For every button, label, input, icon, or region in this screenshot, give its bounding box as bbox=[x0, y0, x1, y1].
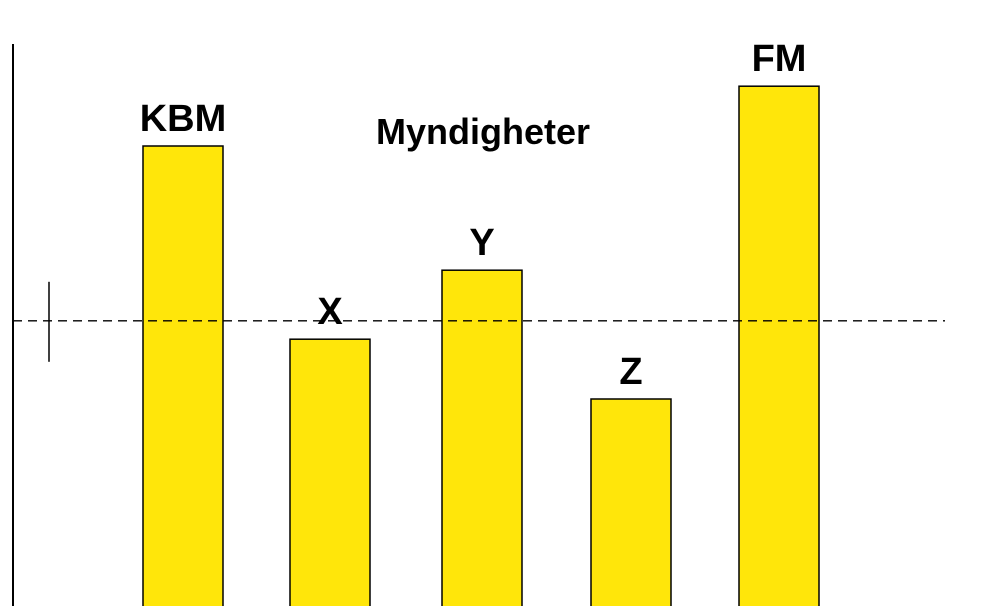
reference-layer bbox=[13, 281, 945, 362]
bar-x bbox=[289, 338, 371, 606]
bar-fm bbox=[738, 85, 820, 606]
bar-label-kbm: KBM bbox=[139, 98, 227, 140]
group-label-myndigheter: Myndigheter bbox=[375, 111, 591, 152]
bar-y bbox=[441, 269, 523, 606]
bar-z bbox=[590, 398, 672, 606]
bars-layer bbox=[142, 85, 820, 606]
bar-label-z: Z bbox=[619, 351, 643, 393]
bar-label-fm: FM bbox=[751, 38, 807, 81]
bar-label-y: Y bbox=[469, 222, 495, 265]
bar-kbm bbox=[142, 145, 224, 606]
bar-label-x: X bbox=[317, 291, 343, 334]
